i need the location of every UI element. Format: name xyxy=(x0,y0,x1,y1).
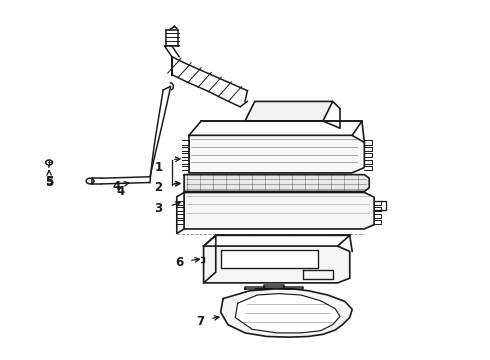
Polygon shape xyxy=(235,294,340,333)
Polygon shape xyxy=(184,175,369,192)
Polygon shape xyxy=(189,135,365,173)
Polygon shape xyxy=(220,249,318,267)
Text: 5: 5 xyxy=(45,175,53,188)
Text: 6: 6 xyxy=(175,256,183,269)
Text: 5: 5 xyxy=(45,176,53,189)
Polygon shape xyxy=(245,102,333,121)
Polygon shape xyxy=(220,289,352,337)
Text: 1: 1 xyxy=(154,161,162,174)
Text: 4: 4 xyxy=(113,180,121,193)
Text: 3: 3 xyxy=(154,202,162,215)
Text: 4: 4 xyxy=(117,185,125,198)
Text: 7: 7 xyxy=(196,315,204,328)
Text: 2: 2 xyxy=(154,181,162,194)
Polygon shape xyxy=(184,193,374,229)
Polygon shape xyxy=(203,246,350,283)
